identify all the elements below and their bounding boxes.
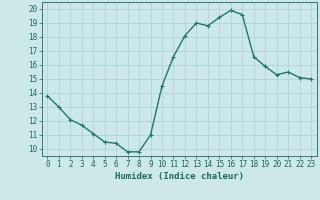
X-axis label: Humidex (Indice chaleur): Humidex (Indice chaleur) xyxy=(115,172,244,181)
